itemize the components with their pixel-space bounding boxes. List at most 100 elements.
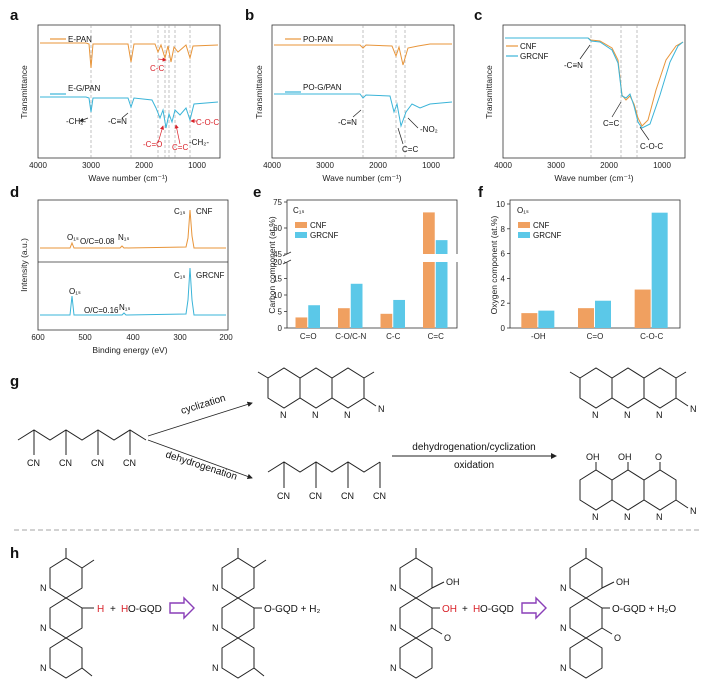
tick-label: 3000 xyxy=(547,161,565,170)
bar-cnf-1 xyxy=(578,308,594,328)
bar-cnf-0 xyxy=(521,313,538,328)
tick-label: 600 xyxy=(31,333,45,342)
o-label: O xyxy=(444,633,451,643)
tick-label: 1000 xyxy=(422,161,440,170)
tick-label: 3000 xyxy=(316,161,334,170)
annotation-c-double-c: C=C xyxy=(172,143,188,152)
ratio-label: O/C=0.08 xyxy=(80,237,115,246)
ratio-label: O/C=0.16 xyxy=(84,306,119,315)
cn-label: CN xyxy=(373,491,386,501)
bar-grcnf-1 xyxy=(350,283,363,328)
n-label: N xyxy=(592,512,599,522)
cn-label: CN xyxy=(123,458,136,468)
n-label: N xyxy=(656,410,663,420)
annotation-no2: -NO₂ xyxy=(420,125,438,134)
bar-grcnf-1 xyxy=(595,300,611,328)
structure-3 xyxy=(399,548,445,679)
axis-break xyxy=(285,254,459,262)
reagent-label: O-GQD xyxy=(480,604,514,615)
legend-swatch xyxy=(518,232,530,238)
oh-label: OH xyxy=(618,452,632,462)
panel-f: f O₁ₛ Oxygen component (at.%) -OH C=O C-O-… xyxy=(478,184,681,341)
bar-grcnf-2 xyxy=(393,299,405,328)
annotation-coc: C-O-C xyxy=(196,118,219,127)
tick-label: 4000 xyxy=(263,161,281,170)
plot-frame xyxy=(37,199,229,331)
panel-a: a E-PAN E-G/PAN C-C -C=O C=C C-O-C -CH₂-… xyxy=(10,7,221,183)
guide-lines xyxy=(590,25,638,158)
category-label: C=C xyxy=(428,332,444,341)
plot-frame xyxy=(502,24,686,159)
structure-1 xyxy=(49,548,95,679)
y-tick-label: 4 xyxy=(501,274,506,283)
y-axis-label: Transmittance xyxy=(254,65,264,119)
o-label: O xyxy=(655,452,662,462)
n-label: N xyxy=(40,623,47,633)
series-grcnf xyxy=(505,37,684,129)
plus-sign: + xyxy=(110,604,116,615)
category-label: C-O-C xyxy=(640,332,663,341)
y-axis-label: Oxygen component (at.%) xyxy=(489,215,499,314)
n-label: N xyxy=(656,512,663,522)
plot-frame xyxy=(286,199,458,329)
panel-letter-c: c xyxy=(474,7,482,24)
panel-letter-d: d xyxy=(10,184,19,201)
inset-label: O₁ₛ xyxy=(517,206,529,215)
guide-lines xyxy=(362,25,406,158)
y-tick-label: 2 xyxy=(501,299,506,308)
y-tick-label: 5 xyxy=(278,308,283,317)
tick-label: 3000 xyxy=(82,161,100,170)
n-label: N xyxy=(40,583,47,593)
aromatic-ladder xyxy=(569,367,689,409)
n-label: N xyxy=(624,410,631,420)
y-tick-label: 60 xyxy=(273,224,282,233)
n-label: N xyxy=(390,623,397,633)
arrow-dehydrogenation xyxy=(147,439,253,479)
panel-d: d O₁ₛ O/C=0.08 N₁ₛ C₁ₛ CNF O₁ₛ O/C=0.16 … xyxy=(10,184,233,355)
cn-label: CN xyxy=(59,458,72,468)
oh-label: OH xyxy=(446,577,460,587)
category-label: C=O xyxy=(300,332,317,341)
legend-swatch xyxy=(295,222,307,228)
dehydrogenated-chain xyxy=(267,461,381,473)
legend-label: CNF xyxy=(533,221,550,230)
legend-e-g-pan: E-G/PAN xyxy=(68,84,101,93)
label-dehydrogenation-cyclization: dehydrogenation/cyclization xyxy=(412,442,535,453)
annotation-co: -C=O xyxy=(143,140,162,149)
plot-frame xyxy=(37,24,221,159)
category-label: C=O xyxy=(587,332,604,341)
tick-label: 1000 xyxy=(188,161,206,170)
y-tick-label: 0 xyxy=(501,324,506,333)
bar-grcnf-3 xyxy=(435,240,448,328)
y-tick-label: 6 xyxy=(501,250,506,259)
legend-swatch xyxy=(295,232,307,238)
reagent-label: O-GQD xyxy=(128,604,162,615)
n-label: N xyxy=(624,512,631,522)
oxidized-ladder xyxy=(579,462,689,511)
o-label: O xyxy=(614,633,621,643)
panel-letter-g: g xyxy=(10,373,19,390)
series-po-g-pan xyxy=(274,93,453,128)
series-xps-cnf xyxy=(40,209,226,249)
bar-cnf-3 xyxy=(423,212,435,328)
y-tick-label: 10 xyxy=(496,200,505,209)
tick-label: 500 xyxy=(78,333,92,342)
break-mark xyxy=(282,259,292,265)
n-label: N xyxy=(212,663,219,673)
annotation-cn: -C≡N xyxy=(338,118,357,127)
peak-o1s: O₁ₛ xyxy=(67,233,79,242)
annotation-ch2-right: -CH₂- xyxy=(189,138,209,147)
guide-lines xyxy=(90,25,191,158)
hydrogen-red: H xyxy=(97,604,104,615)
category-label: C-C xyxy=(386,332,400,341)
y-axis-label: Transmittance xyxy=(484,65,494,119)
reaction-arrow-2 xyxy=(521,596,547,620)
y-tick-label: 75 xyxy=(273,198,282,207)
annotation-cc: C=C xyxy=(603,119,619,128)
bar-cnf-2 xyxy=(634,289,651,328)
hydroxyl-red: OH xyxy=(442,604,457,615)
y-tick-label: 0 xyxy=(278,324,283,333)
n-label: N xyxy=(560,583,567,593)
bar-cnf-1 xyxy=(338,308,350,328)
